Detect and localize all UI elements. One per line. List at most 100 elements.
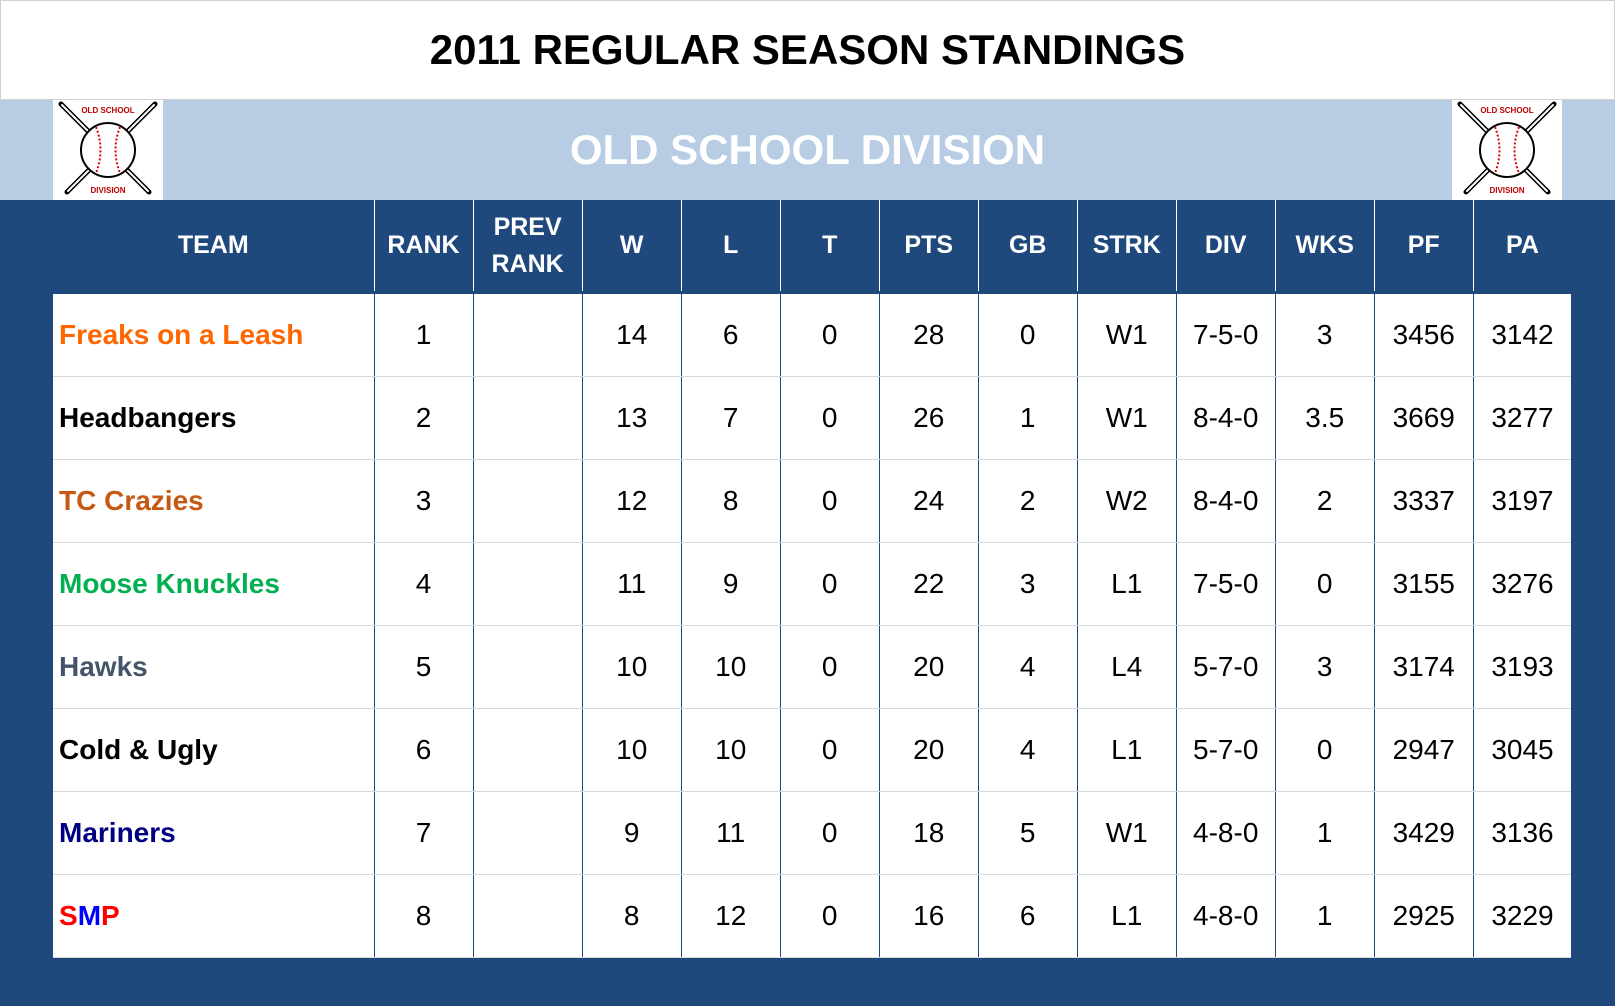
cell-rank: 8: [374, 874, 474, 958]
cell-t: 0: [780, 874, 880, 958]
column-header-gb: GB: [978, 200, 1078, 294]
cell-pa: 3136: [1473, 791, 1572, 875]
cell-gb: 0: [978, 292, 1078, 377]
cell-t: 0: [780, 459, 880, 543]
cell-rank: 2: [374, 376, 474, 460]
table-row: Hawks 5 10 10 0 20 4 L4 5-7-0 3 3174 3193: [53, 625, 1572, 709]
table-row: Moose Knuckles 4 11 9 0 22 3 L1 7-5-0 0 3155 3276: [53, 542, 1572, 626]
cell-t: 0: [780, 376, 880, 460]
team-name: Mariners: [53, 791, 375, 875]
cell-pts: 24: [879, 459, 979, 543]
cell-div: 8-4-0: [1176, 459, 1276, 543]
cell-wks: 2: [1275, 459, 1375, 543]
cell-l: 10: [681, 708, 781, 792]
standings-panel: TEAM RANK PREV RANK W L T PTS GB STRK DIV WKS PF PA …: [0, 200, 1615, 1006]
table-row: Cold & Ugly 6 10 10 0 20 4 L1 5-7-0 0 2947 3045: [53, 708, 1572, 792]
cell-strk: W2: [1077, 459, 1177, 543]
cell-strk: W1: [1077, 292, 1177, 377]
cell-gb: 1: [978, 376, 1078, 460]
logo-top-text: OLD SCHOOL: [1480, 106, 1533, 115]
division-logo-left: OLD SCHOOL DIVISION: [53, 100, 163, 200]
cell-strk: W1: [1077, 791, 1177, 875]
column-header-t: T: [780, 200, 880, 294]
cell-t: 0: [780, 791, 880, 875]
cell-prev-rank: [473, 376, 583, 460]
cell-rank: 3: [374, 459, 474, 543]
cell-div: 5-7-0: [1176, 708, 1276, 792]
column-header-pts: PTS: [879, 200, 979, 294]
team-name: Headbangers: [53, 376, 375, 460]
cell-div: 5-7-0: [1176, 625, 1276, 709]
cell-div: 4-8-0: [1176, 791, 1276, 875]
cell-pf: 3155: [1374, 542, 1474, 626]
cell-pa: 3277: [1473, 376, 1572, 460]
cell-pa: 3193: [1473, 625, 1572, 709]
cell-rank: 5: [374, 625, 474, 709]
cell-t: 0: [780, 708, 880, 792]
cell-l: 11: [681, 791, 781, 875]
cell-rank: 4: [374, 542, 474, 626]
column-header-prev-rank: PREV RANK: [473, 200, 583, 294]
logo-top-text: OLD SCHOOL: [81, 106, 134, 115]
table-header-row: TEAM RANK PREV RANK W L T PTS GB STRK DIV WKS PF PA: [53, 200, 1572, 294]
cell-wks: 0: [1275, 542, 1375, 626]
cell-prev-rank: [473, 459, 583, 543]
cell-pa: 3276: [1473, 542, 1572, 626]
cell-prev-rank: [473, 708, 583, 792]
column-header-team: TEAM: [53, 200, 375, 294]
cell-wks: 3: [1275, 292, 1375, 377]
cell-l: 6: [681, 292, 781, 377]
cell-w: 11: [582, 542, 682, 626]
cell-strk: W1: [1077, 376, 1177, 460]
table-row: TC Crazies 3 12 8 0 24 2 W2 8-4-0 2 3337 3197: [53, 459, 1572, 543]
cell-pf: 3174: [1374, 625, 1474, 709]
column-header-div: DIV: [1176, 200, 1276, 294]
cell-wks: 3: [1275, 625, 1375, 709]
cell-prev-rank: [473, 791, 583, 875]
cell-rank: 7: [374, 791, 474, 875]
cell-w: 12: [582, 459, 682, 543]
cell-prev-rank: [473, 625, 583, 709]
division-banner: OLD SCHOOL DIVISION: [0, 100, 1615, 200]
cell-prev-rank: [473, 292, 583, 377]
team-name: Freaks on a Leash: [53, 292, 375, 377]
cell-l: 9: [681, 542, 781, 626]
cell-rank: 1: [374, 292, 474, 377]
cell-gb: 6: [978, 874, 1078, 958]
cell-prev-rank: [473, 874, 583, 958]
column-header-strk: STRK: [1077, 200, 1177, 294]
cell-l: 7: [681, 376, 781, 460]
team-name: SMP: [53, 874, 375, 958]
cell-strk: L4: [1077, 625, 1177, 709]
cell-pts: 28: [879, 292, 979, 377]
cell-pts: 16: [879, 874, 979, 958]
cell-pf: 3429: [1374, 791, 1474, 875]
cell-pf: 3669: [1374, 376, 1474, 460]
baseball-crossed-bats-icon: OLD SCHOOL DIVISION: [58, 101, 158, 195]
title-bar: 2011 REGULAR SEASON STANDINGS: [0, 0, 1615, 100]
cell-strk: L1: [1077, 874, 1177, 958]
cell-div: 8-4-0: [1176, 376, 1276, 460]
division-logo-right: OLD SCHOOL DIVISION: [1452, 100, 1562, 200]
cell-w: 10: [582, 625, 682, 709]
cell-w: 9: [582, 791, 682, 875]
cell-w: 14: [582, 292, 682, 377]
team-name: Moose Knuckles: [53, 542, 375, 626]
cell-strk: L1: [1077, 542, 1177, 626]
column-header-wks: WKS: [1275, 200, 1375, 294]
cell-div: 7-5-0: [1176, 542, 1276, 626]
cell-div: 7-5-0: [1176, 292, 1276, 377]
column-header-w: W: [582, 200, 682, 294]
cell-l: 10: [681, 625, 781, 709]
logo-bottom-text: DIVISION: [1489, 186, 1524, 195]
cell-w: 13: [582, 376, 682, 460]
baseball-crossed-bats-icon: OLD SCHOOL DIVISION: [1457, 101, 1557, 195]
cell-pa: 3142: [1473, 292, 1572, 377]
cell-pts: 20: [879, 625, 979, 709]
cell-gb: 3: [978, 542, 1078, 626]
cell-rank: 6: [374, 708, 474, 792]
cell-t: 0: [780, 292, 880, 377]
table-row: Mariners 7 9 11 0 18 5 W1 4-8-0 1 3429 3136: [53, 791, 1572, 875]
cell-pa: 3045: [1473, 708, 1572, 792]
